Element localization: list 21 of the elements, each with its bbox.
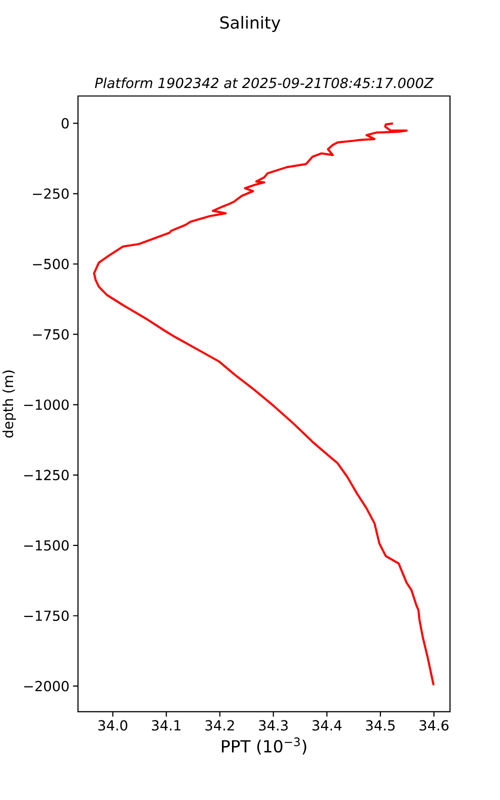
y-tick-label: −500 bbox=[33, 258, 69, 270]
x-tick-label: 34.4 bbox=[312, 720, 342, 731]
y-tick-label: −1500 bbox=[24, 540, 69, 551]
y-tick-label: 0 bbox=[62, 118, 69, 129]
x-tick-label: 34.0 bbox=[98, 720, 128, 731]
x-tick-label: 34.1 bbox=[152, 720, 180, 731]
y-tick-label: −1000 bbox=[24, 399, 69, 410]
x-tick-label: 34.6 bbox=[420, 720, 448, 731]
chart-subtitle: Platform 1902342 at 2025-09-21T08:45:17.000Z bbox=[94, 77, 434, 88]
line-series bbox=[93, 122, 434, 686]
y-tick-label: −1250 bbox=[24, 470, 69, 480]
x-tick-label: 34.2 bbox=[205, 720, 234, 731]
y-tick-label: −1750 bbox=[24, 610, 69, 621]
x-tick-label: 34.3 bbox=[259, 720, 288, 731]
y-tick-label: −250 bbox=[33, 188, 69, 199]
chart-title: Salinity bbox=[220, 16, 280, 32]
y-tick-label: −750 bbox=[33, 329, 69, 340]
x-tick-label: 34.5 bbox=[366, 720, 395, 731]
x-axis-title: PPT (10$^{−3}$) bbox=[222, 737, 306, 755]
y-axis-title: depth (m) bbox=[2, 370, 16, 438]
y-tick-label: −2000 bbox=[24, 680, 69, 692]
